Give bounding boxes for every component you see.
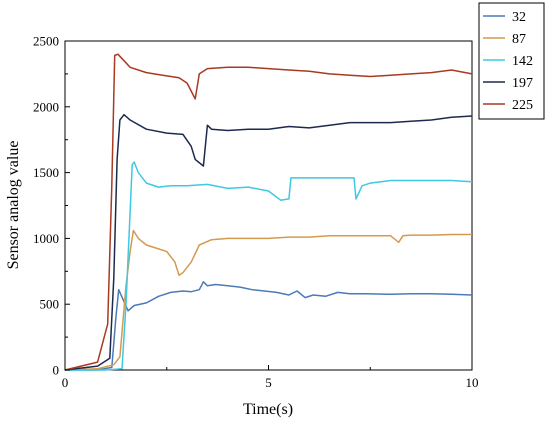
y-tick-label: 0 <box>53 363 60 378</box>
x-axis-label: Time(s) <box>243 401 293 418</box>
legend-label-142: 142 <box>512 54 533 69</box>
x-tick-label: 5 <box>265 375 272 390</box>
series-line-87 <box>64 229 472 371</box>
series-line-197 <box>64 113 473 371</box>
y-axis-label: Sensor analog value <box>5 141 22 270</box>
legend-label-225: 225 <box>512 98 533 113</box>
series-line-225 <box>64 53 473 371</box>
legend: 32 87 142 197 225 <box>478 2 545 120</box>
ticks-layer: 0 5 10 0 500 1000 1500 2000 2500 <box>33 34 479 391</box>
plot-area <box>64 40 473 371</box>
plot-frame <box>64 40 473 371</box>
y-tick-label: 1500 <box>33 165 59 180</box>
y-tick-label: 2000 <box>33 99 59 114</box>
x-tick-label: 0 <box>62 375 69 390</box>
series-line-142 <box>65 161 473 371</box>
legend-label-87: 87 <box>512 32 526 47</box>
legend-label-197: 197 <box>512 76 533 91</box>
y-tick-label: 2500 <box>33 34 59 49</box>
legend-label-32: 32 <box>512 10 526 25</box>
series-line-32 <box>65 281 473 371</box>
x-tick-label: 10 <box>466 375 479 390</box>
legend-box <box>478 2 545 120</box>
y-tick-label: 500 <box>40 297 60 312</box>
y-tick-label: 1000 <box>33 231 59 246</box>
series-layer <box>64 53 473 371</box>
